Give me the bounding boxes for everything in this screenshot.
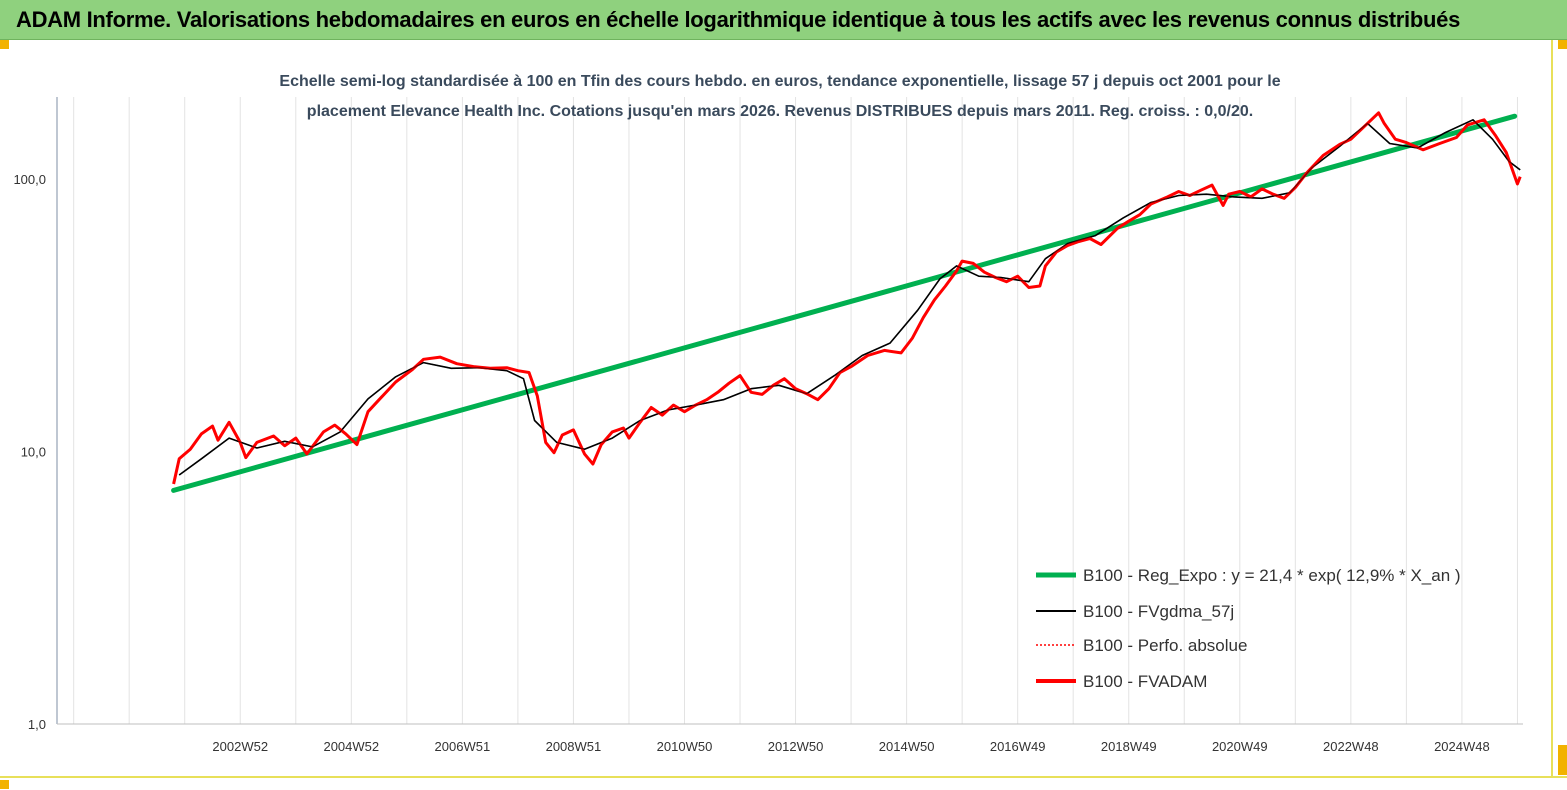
x-tick-label-6: 2014W50 (879, 739, 935, 754)
vertical-gridlines (73, 97, 1518, 724)
x-tick-label-2: 2006W51 (435, 739, 491, 754)
x-tick-label-0: 2002W52 (212, 739, 268, 754)
legend-label-reg-expo: B100 - Reg_Expo : y = 21,4 * exp( 12,9% … (1083, 566, 1461, 585)
x-tick-label-9: 2020W49 (1212, 739, 1268, 754)
corner-marker-top-right (1558, 40, 1567, 49)
chart-subtitle-line-2: placement Elevance Health Inc. Cotations… (307, 103, 1253, 120)
banner-title: ADAM Informe. Valorisations hebdomadaire… (16, 7, 1461, 32)
line-chart: 1,0 10,0 100,0 2002W52 2004W52 2006W51 2008W5… (13, 73, 1523, 754)
y-axis-ticks: 1,0 10,0 100,0 (13, 172, 46, 732)
legend-label-fvgdma: B100 - FVgdma_57j (1083, 602, 1234, 621)
legend: B100 - Reg_Expo : y = 21,4 * exp( 12,9% … (1036, 566, 1461, 691)
series-reg-expo-line (171, 113, 1518, 493)
chart-subtitle-line-1: Echelle semi-log standardisée à 100 en T… (279, 73, 1280, 90)
corner-marker-bottom-right (1558, 745, 1567, 775)
x-tick-label-1: 2004W52 (323, 739, 379, 754)
corner-marker-top-left (0, 40, 9, 49)
x-tick-label-7: 2016W49 (990, 739, 1046, 754)
x-tick-label-4: 2010W50 (657, 739, 713, 754)
legend-label-fvadam: B100 - FVADAM (1083, 672, 1207, 691)
frame-right-border (1551, 40, 1553, 778)
x-tick-label-8: 2018W49 (1101, 739, 1157, 754)
series-fvgdma-overlay (178, 119, 1521, 476)
legend-label-perfo-absolue: B100 - Perfo. absolue (1083, 636, 1247, 655)
y-tick-label-0: 1,0 (28, 717, 46, 732)
series-fvadam-line (172, 111, 1522, 485)
x-tick-label-10: 2022W48 (1323, 739, 1379, 754)
y-tick-label-1: 10,0 (21, 445, 46, 460)
x-axis-ticks: 2002W52 2004W52 2006W51 2008W51 2010W50 2012W… (212, 739, 1489, 754)
corner-marker-bottom-left (0, 780, 9, 789)
x-tick-label-5: 2012W50 (768, 739, 824, 754)
y-tick-label-2: 100,0 (13, 172, 46, 187)
frame-bottom-border (0, 776, 1567, 778)
x-tick-label-11: 2024W48 (1434, 739, 1490, 754)
banner: ADAM Informe. Valorisations hebdomadaire… (0, 0, 1567, 40)
x-tick-label-3: 2008W51 (546, 739, 602, 754)
